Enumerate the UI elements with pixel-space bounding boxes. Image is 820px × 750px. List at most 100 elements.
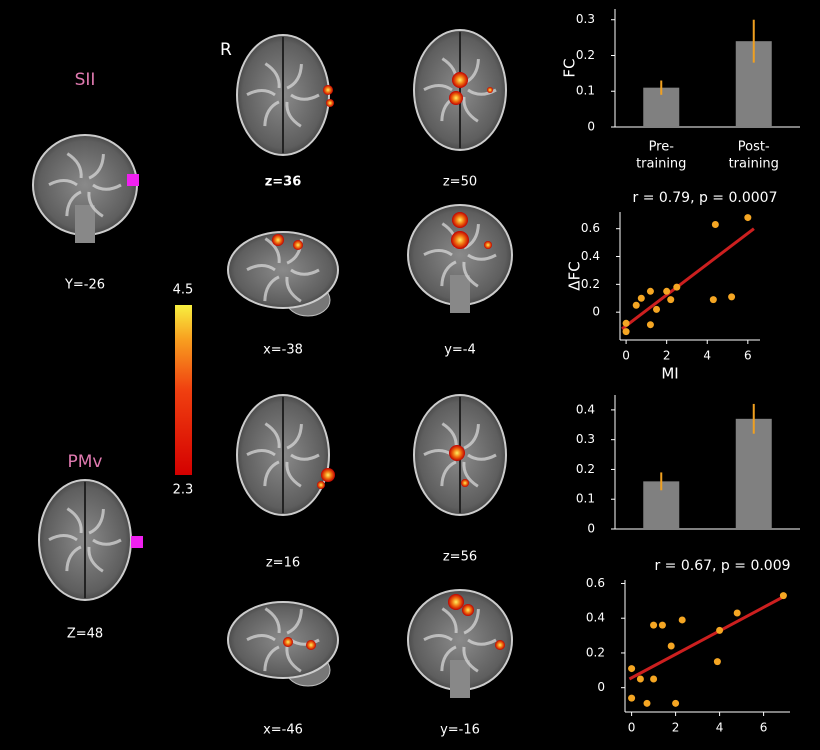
activation [449, 445, 465, 461]
slice-label: y=-16 [440, 723, 480, 738]
gyrus [246, 264, 276, 272]
y-tick-label: 0.2 [581, 277, 600, 291]
point [632, 301, 640, 309]
gyrus [441, 607, 458, 634]
point [628, 694, 636, 702]
gyrus [65, 545, 82, 572]
gyrus [290, 453, 320, 461]
point [622, 319, 630, 327]
slice-label: z=56 [443, 550, 477, 565]
gyrus [264, 62, 281, 89]
x-tick-label: Pre- [649, 140, 675, 155]
brainstem [450, 275, 470, 313]
x-tick-label: training [729, 157, 779, 172]
fit-line [628, 594, 787, 681]
activation [272, 234, 284, 246]
brain-image [407, 589, 513, 698]
gyrus [263, 460, 280, 487]
point [663, 287, 671, 295]
brain-image [407, 204, 513, 313]
gyrus [467, 453, 497, 461]
activation [293, 240, 303, 250]
x-tick-label: 0 [628, 721, 636, 735]
chart-title: r = 0.67, p = 0.009 [654, 558, 790, 574]
gyrus [48, 534, 78, 542]
x-tick-label: training [636, 157, 686, 172]
activation [462, 604, 474, 616]
x-tick-label: Post- [738, 140, 770, 155]
activation [326, 99, 334, 107]
gyrus [92, 183, 122, 191]
gyrus [440, 645, 457, 672]
point [678, 616, 686, 624]
y-tick-label: 0 [597, 680, 605, 694]
brain-image [38, 479, 143, 601]
point [646, 287, 654, 295]
y-tick-label: 0.2 [576, 462, 595, 476]
activation [452, 72, 468, 88]
gyrus [286, 608, 303, 635]
seed-label: PMv [68, 452, 103, 472]
bar [735, 418, 772, 529]
activation [448, 594, 464, 610]
y-tick-label: 0 [587, 522, 595, 536]
point [622, 328, 630, 336]
brain-image [32, 134, 139, 243]
activation [323, 85, 333, 95]
y-axis-label: ΔFC [566, 261, 584, 290]
slice-label: z=36 [265, 175, 302, 190]
gyrus [462, 646, 479, 673]
chart-title: r = 0.79, p = 0.0007 [633, 190, 778, 206]
gyrus [423, 84, 453, 92]
y-tick-label: 0.1 [576, 492, 595, 506]
y-tick-label: 0.2 [586, 645, 605, 659]
gyrus [246, 449, 276, 457]
point [636, 675, 644, 683]
brain-image [236, 34, 334, 156]
gyrus [423, 249, 453, 257]
activation [321, 468, 335, 482]
point [658, 621, 666, 629]
point [716, 626, 724, 634]
gyrus [92, 538, 122, 546]
point [637, 294, 645, 302]
slice-label: z=16 [266, 556, 300, 571]
x-tick-label: 0 [622, 349, 630, 363]
point [653, 305, 661, 313]
point [713, 658, 721, 666]
point [728, 293, 736, 301]
activation [451, 231, 469, 249]
gyrus [87, 546, 104, 573]
gyrus [467, 253, 497, 261]
activation [317, 481, 325, 489]
y-tick-label: 0.4 [581, 249, 600, 263]
gyrus [462, 461, 479, 488]
point [650, 675, 658, 683]
gyrus [290, 638, 320, 646]
gyrus [440, 260, 457, 287]
gyrus [467, 638, 497, 646]
gyrus [285, 646, 302, 673]
brain [227, 231, 339, 309]
point [779, 592, 787, 600]
seed-roi [127, 174, 139, 186]
point [673, 283, 681, 291]
y-tick-label: 0.6 [581, 221, 600, 235]
activation [306, 640, 316, 650]
gyrus [286, 423, 303, 450]
activation [283, 637, 293, 647]
gyrus [66, 152, 83, 179]
gyrus [463, 608, 480, 635]
gyrus [462, 261, 479, 288]
x-tick-label: 6 [760, 721, 768, 735]
brain-image [413, 29, 507, 151]
point [733, 609, 741, 617]
gyrus [263, 645, 280, 672]
activation [461, 479, 469, 487]
y-tick-label: 0.3 [576, 12, 595, 26]
y-tick-label: 0.1 [576, 84, 595, 98]
point [709, 296, 717, 304]
gyrus [290, 268, 320, 276]
point [650, 621, 658, 629]
